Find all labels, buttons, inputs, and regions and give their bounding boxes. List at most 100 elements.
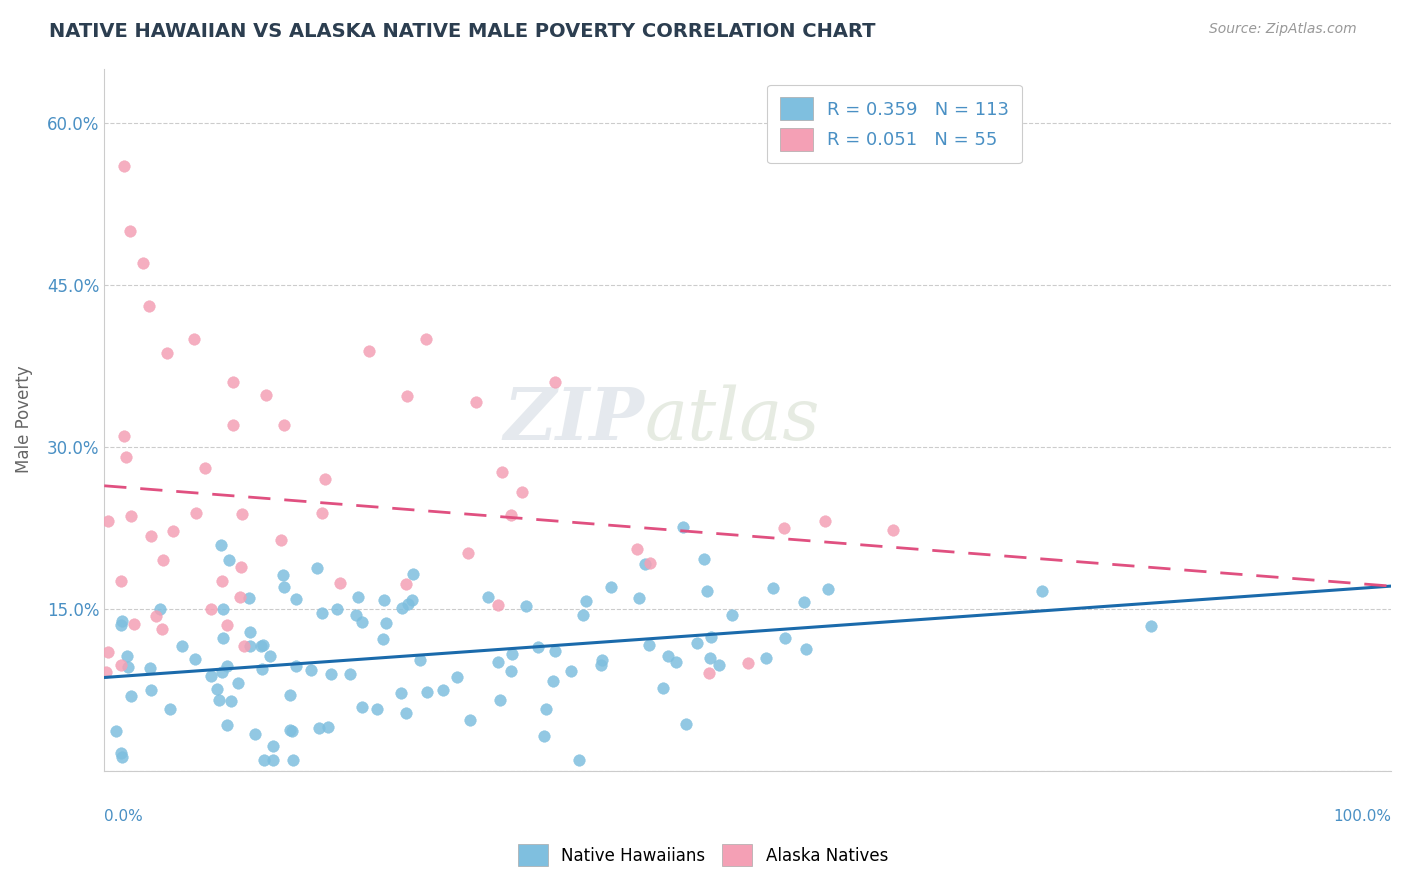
Point bbox=[697, 666, 720, 681]
Point bbox=[326, 602, 349, 616]
Point bbox=[591, 658, 613, 673]
Point bbox=[96, 665, 118, 680]
Point bbox=[416, 684, 439, 698]
Point bbox=[270, 533, 292, 548]
Point bbox=[533, 729, 555, 743]
Point bbox=[814, 515, 837, 529]
Point bbox=[515, 599, 537, 613]
Point bbox=[97, 514, 120, 528]
Point bbox=[122, 616, 145, 631]
Point bbox=[259, 648, 281, 663]
Point bbox=[152, 553, 174, 567]
Point bbox=[793, 595, 815, 609]
Point bbox=[544, 644, 567, 658]
Point bbox=[389, 686, 412, 700]
Point bbox=[543, 375, 565, 389]
Text: atlas: atlas bbox=[645, 384, 820, 455]
Point bbox=[254, 388, 277, 402]
Point bbox=[491, 465, 513, 479]
Point bbox=[228, 676, 250, 690]
Point bbox=[97, 645, 120, 659]
Point bbox=[339, 666, 361, 681]
Point bbox=[110, 618, 132, 632]
Point bbox=[344, 607, 367, 622]
Point bbox=[685, 636, 707, 650]
Text: 100.0%: 100.0% bbox=[1333, 809, 1391, 824]
Point bbox=[401, 593, 423, 607]
Point bbox=[637, 638, 659, 652]
Point bbox=[314, 472, 336, 486]
Point bbox=[170, 639, 193, 653]
Point bbox=[541, 673, 564, 688]
Point bbox=[626, 541, 648, 556]
Point bbox=[239, 639, 262, 653]
Point bbox=[308, 721, 330, 735]
Point bbox=[184, 652, 207, 666]
Point bbox=[252, 638, 274, 652]
Point bbox=[262, 739, 284, 753]
Point bbox=[675, 717, 697, 731]
Point bbox=[415, 332, 437, 346]
Point bbox=[111, 614, 134, 628]
Point bbox=[200, 669, 222, 683]
Point bbox=[721, 608, 744, 623]
Text: NATIVE HAWAIIAN VS ALASKA NATIVE MALE POVERTY CORRELATION CHART: NATIVE HAWAIIAN VS ALASKA NATIVE MALE PO… bbox=[49, 22, 876, 41]
Point bbox=[396, 389, 419, 403]
Point bbox=[651, 681, 673, 695]
Point bbox=[501, 648, 523, 662]
Point bbox=[477, 590, 499, 604]
Point bbox=[634, 558, 657, 572]
Point bbox=[112, 429, 135, 443]
Point bbox=[138, 299, 160, 313]
Legend: Native Hawaiians, Alaska Natives: Native Hawaiians, Alaska Natives bbox=[505, 831, 901, 880]
Point bbox=[221, 694, 243, 708]
Point bbox=[350, 615, 373, 629]
Point bbox=[222, 417, 245, 432]
Point bbox=[218, 553, 240, 567]
Point bbox=[299, 664, 322, 678]
Point bbox=[464, 395, 486, 409]
Point bbox=[638, 557, 661, 571]
Point bbox=[373, 592, 395, 607]
Point bbox=[250, 639, 273, 653]
Point bbox=[672, 520, 695, 534]
Point bbox=[115, 648, 138, 663]
Point bbox=[273, 580, 295, 594]
Point bbox=[395, 706, 418, 720]
Point bbox=[118, 223, 141, 237]
Point bbox=[208, 692, 231, 706]
Point bbox=[145, 608, 167, 623]
Point bbox=[231, 508, 253, 522]
Point bbox=[499, 665, 522, 679]
Point bbox=[250, 662, 273, 676]
Point bbox=[212, 632, 235, 646]
Point bbox=[194, 461, 217, 475]
Point bbox=[755, 651, 778, 665]
Point bbox=[110, 657, 132, 672]
Point bbox=[311, 506, 333, 520]
Point bbox=[560, 664, 582, 678]
Point bbox=[817, 582, 839, 597]
Point bbox=[211, 574, 233, 589]
Point bbox=[794, 642, 817, 657]
Point bbox=[572, 608, 595, 623]
Point bbox=[391, 601, 413, 615]
Point bbox=[238, 591, 260, 605]
Point bbox=[215, 618, 238, 632]
Text: ZIP: ZIP bbox=[503, 384, 645, 455]
Point bbox=[132, 256, 155, 270]
Point bbox=[284, 659, 307, 673]
Point bbox=[321, 666, 343, 681]
Point bbox=[446, 670, 468, 684]
Point bbox=[209, 538, 232, 552]
Point bbox=[280, 724, 302, 739]
Point bbox=[486, 655, 509, 669]
Point bbox=[243, 727, 266, 741]
Point bbox=[693, 552, 716, 566]
Point bbox=[699, 630, 721, 644]
Point bbox=[665, 655, 688, 669]
Point bbox=[152, 622, 174, 636]
Text: Source: ZipAtlas.com: Source: ZipAtlas.com bbox=[1209, 22, 1357, 37]
Point bbox=[737, 656, 759, 670]
Point bbox=[156, 346, 179, 360]
